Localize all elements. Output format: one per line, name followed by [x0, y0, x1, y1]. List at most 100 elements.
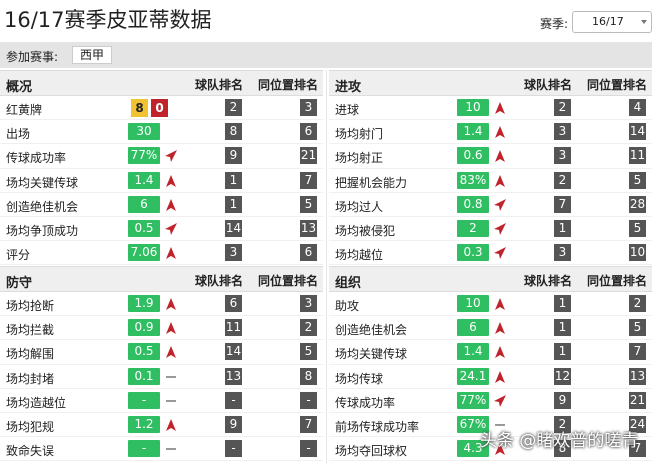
- trend-up-icon: [493, 297, 507, 311]
- team-rank-value: -: [225, 391, 242, 409]
- stat-label: 场均越位: [335, 248, 384, 263]
- team-rank-value: 6: [225, 295, 242, 312]
- stat-value: 7.06: [128, 244, 160, 262]
- stat-label: 场均射门: [335, 127, 384, 142]
- stat-label: 场均抢断: [6, 299, 55, 313]
- position-rank-value: 14: [629, 123, 646, 141]
- trend-up-icon: [493, 174, 507, 188]
- trend-right-up-icon: [493, 198, 507, 212]
- stat-label: 场均争顶成功: [6, 223, 79, 238]
- stat-row: 传球成功率 77% 9 21: [0, 144, 323, 169]
- stat-row: 场均射正 0.6 3 11: [329, 144, 652, 169]
- team-rank-header: 球队排名: [195, 78, 244, 92]
- stat-row: 创造绝佳机会 6 1 5: [329, 316, 652, 341]
- section-title: 组织: [335, 276, 362, 291]
- stat-label: 评分: [6, 248, 31, 263]
- team-rank-value: -: [225, 440, 242, 458]
- stat-value: 1.4: [457, 123, 489, 141]
- team-rank-value: 9: [554, 391, 571, 409]
- stat-row: 场均犯规 1.2 9 7: [0, 413, 323, 438]
- team-rank-value: 9: [225, 415, 242, 433]
- position-rank-value: 5: [300, 343, 317, 361]
- team-rank-value: 11: [225, 319, 242, 337]
- position-rank-value: 6: [300, 244, 317, 262]
- stat-value: 1.4: [457, 343, 489, 361]
- stat-row: 前场传球成功率 67% 2 24: [329, 413, 652, 438]
- position-rank-header: 同位置排名: [587, 274, 648, 288]
- position-rank-value: 21: [300, 147, 317, 165]
- stat-label: 场均解围: [6, 347, 55, 362]
- stat-row: 场均争顶成功 0.5 14 13: [0, 217, 323, 242]
- trend-right-up-icon: [493, 394, 507, 408]
- stat-value: 1.9: [128, 295, 160, 312]
- position-rank-value: 7: [629, 440, 646, 458]
- stat-value: 2: [457, 219, 489, 237]
- section-header: 组织 球队排名 同位置排名: [329, 266, 652, 292]
- season-select[interactable]: 16/17: [572, 11, 652, 33]
- trend-flat-icon: [164, 442, 178, 456]
- team-rank-value: 7: [554, 195, 571, 213]
- team-rank-value: 14: [225, 219, 242, 237]
- stat-row: 评分 7.06 3 6: [0, 241, 323, 266]
- team-rank-value: 2: [554, 415, 571, 433]
- stat-row: 把握机会能力 83% 2 5: [329, 169, 652, 193]
- stat-value: 67%: [457, 415, 489, 433]
- stat-label: 场均造越位: [6, 395, 67, 410]
- position-rank-value: 3: [300, 99, 317, 116]
- stat-row: 场均关键传球 1.4 1 7: [0, 169, 323, 193]
- position-rank-value: 5: [300, 195, 317, 213]
- stat-row: 场均造越位 - - -: [0, 389, 323, 413]
- stat-value: 6: [128, 195, 160, 213]
- stat-label: 助攻: [335, 299, 360, 313]
- stat-row: 创造绝佳机会 6 1 5: [0, 193, 323, 217]
- team-rank-header: 球队排名: [195, 274, 244, 288]
- trend-up-icon: [164, 297, 178, 311]
- stat-label: 出场: [6, 127, 31, 142]
- stat-value: 0.5: [128, 343, 160, 361]
- page-title: 16/17赛季皮亚蒂数据: [4, 8, 212, 32]
- position-rank-value: 13: [629, 367, 646, 385]
- team-rank-value: 9: [225, 147, 242, 165]
- trend-up-icon: [493, 442, 507, 456]
- position-rank-header: 同位置排名: [258, 78, 319, 92]
- stat-value: 0.1: [128, 367, 160, 385]
- stat-row: 出场 30 8 6: [0, 120, 323, 145]
- position-rank-value: 6: [300, 123, 317, 141]
- trend-up-icon: [164, 198, 178, 212]
- stat-row: 传球成功率 77% 9 21: [329, 389, 652, 413]
- position-rank-value: -: [300, 440, 317, 458]
- stat-label: 场均犯规: [6, 419, 55, 434]
- stat-row: 致命失误 - - -: [0, 437, 323, 462]
- stat-row: 场均被侵犯 2 1 5: [329, 217, 652, 242]
- season-label: 赛季:: [540, 17, 569, 31]
- stat-value: 24.1: [457, 367, 489, 385]
- defense-section: 防守 球队排名 同位置排名 场均抢断 1.9 6 3 场均拦截 0.9 11 2 场均解围 0.5 14 5…: [0, 266, 323, 462]
- trend-up-icon: [164, 418, 178, 432]
- trend-right-up-icon: [164, 222, 178, 236]
- section-header: 防守 球队排名 同位置排名: [0, 266, 323, 292]
- stat-row: 场均抢断 1.9 6 3: [0, 292, 323, 317]
- stat-value: 0.3: [457, 244, 489, 262]
- position-rank-value: 2: [629, 295, 646, 312]
- stat-value: 77%: [457, 391, 489, 409]
- trend-up-icon: [164, 246, 178, 260]
- team-rank-value: 1: [554, 295, 571, 312]
- stat-value: 30: [128, 123, 160, 141]
- stat-label: 场均被侵犯: [335, 223, 396, 238]
- stat-label: 传球成功率: [6, 151, 67, 166]
- stat-label: 致命失误: [6, 444, 55, 459]
- stat-value: 0.5: [128, 219, 160, 237]
- position-rank-value: 3: [300, 295, 317, 312]
- position-rank-value: 21: [629, 391, 646, 409]
- stat-value: 4.3: [457, 440, 489, 458]
- trend-up-icon: [493, 370, 507, 384]
- stat-row: 场均越位 0.3 3 10: [329, 241, 652, 266]
- position-rank-value: 11: [629, 147, 646, 165]
- stat-label: 前场传球成功率: [335, 419, 420, 434]
- stat-label: 场均关键传球: [335, 347, 408, 362]
- competition-bar: 参加赛事: 西甲: [0, 42, 652, 68]
- position-rank-value: 5: [629, 219, 646, 237]
- stat-value: 83%: [457, 171, 489, 189]
- competition-tag[interactable]: 西甲: [72, 46, 113, 64]
- stat-row: 场均传球 24.1 12 13: [329, 365, 652, 389]
